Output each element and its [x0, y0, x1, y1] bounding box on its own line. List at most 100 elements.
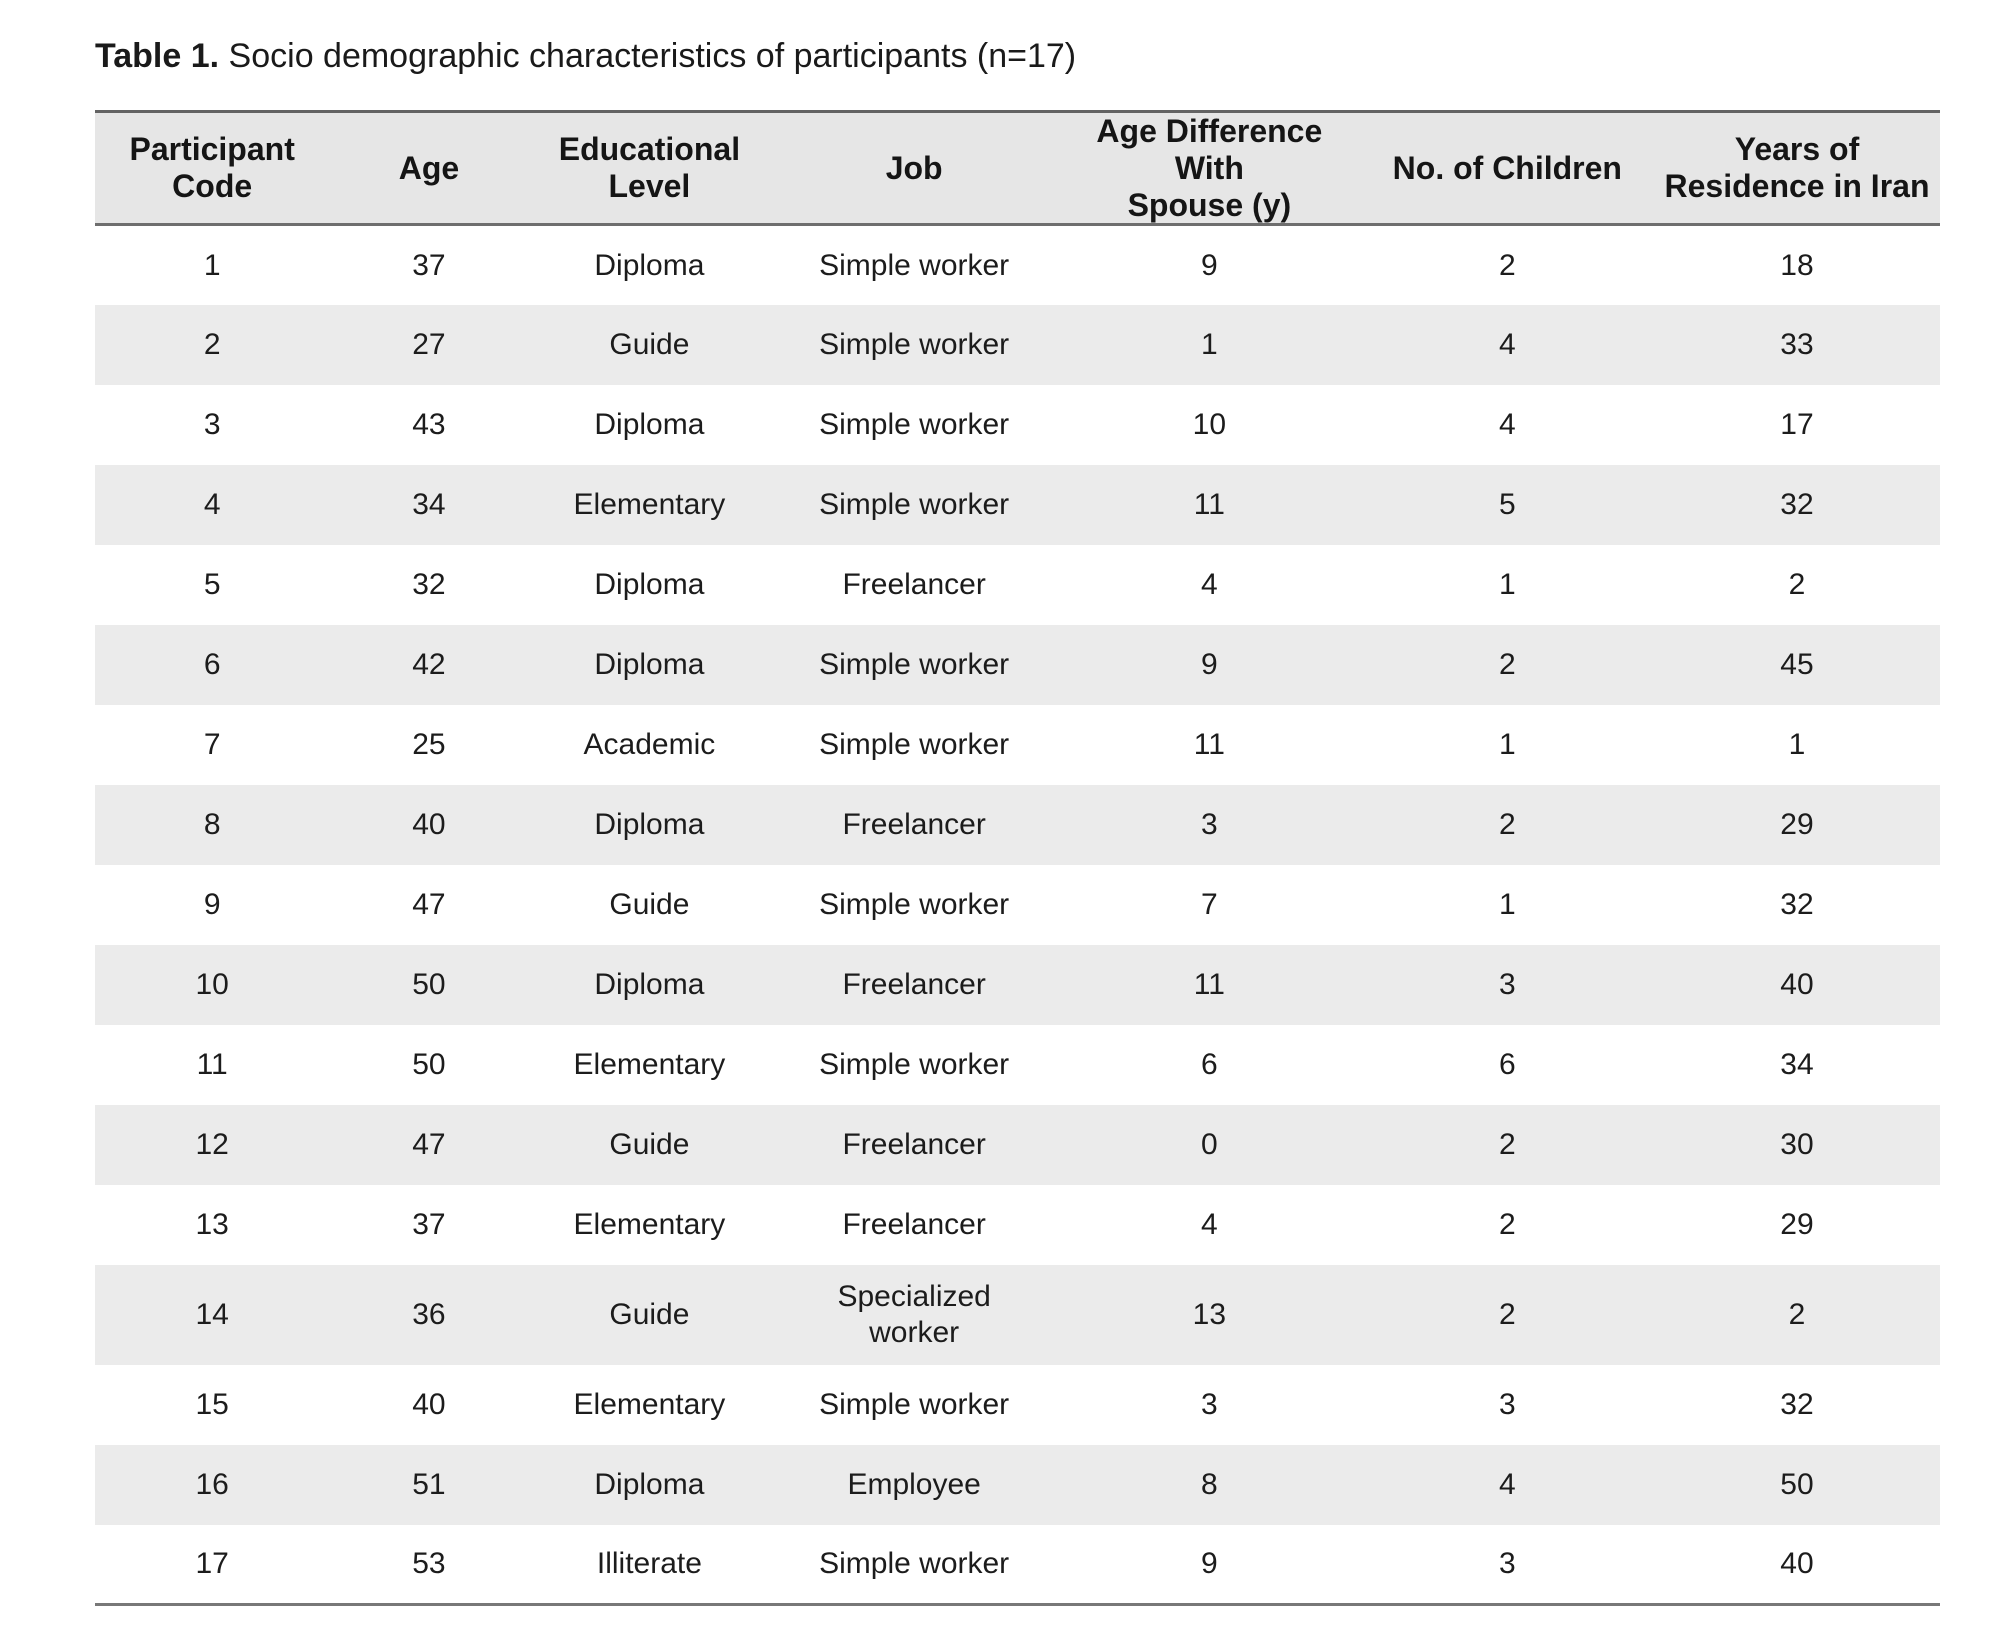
cell-educational-level: Guide: [609, 1297, 690, 1331]
table-row: 16 51 Diploma Employee 8 4 50: [95, 1444, 1940, 1525]
table-row: 5 32 Diploma Freelancer 4 1 2: [95, 544, 1940, 625]
cell-no-of-children: 2: [1498, 807, 1516, 841]
cell-job: Specialized worker: [837, 1279, 991, 1349]
cell-years-residence: 32: [1780, 487, 1814, 521]
table-row: 3 43 Diploma Simple worker 10 4 17: [95, 384, 1940, 465]
cell-years-residence: 1: [1788, 727, 1806, 761]
cell-years-residence: 29: [1780, 807, 1814, 841]
table-row: 6 42 Diploma Simple worker 9 2 45: [95, 624, 1940, 705]
cell-no-of-children: 6: [1498, 1047, 1516, 1081]
cell-educational-level: Diploma: [594, 807, 705, 841]
cell-age: 43: [412, 407, 446, 441]
cell-age-difference: 10: [1192, 407, 1227, 441]
cell-age: 25: [412, 727, 446, 761]
cell-age: 50: [412, 967, 446, 1001]
cell-educational-level: Diploma: [594, 967, 705, 1001]
table-row: 11 50 Elementary Simple worker 6 6 34: [95, 1024, 1940, 1105]
cell-no-of-children: 2: [1498, 1207, 1516, 1241]
table-row: 14 36 Guide Specialized worker 13 2 2: [95, 1264, 1940, 1365]
cell-job: Freelancer: [842, 967, 986, 1001]
cell-no-of-children: 2: [1498, 647, 1516, 681]
cell-age-difference: 3: [1201, 807, 1218, 841]
cell-educational-level: Guide: [609, 1127, 690, 1161]
cell-age: 37: [412, 248, 446, 282]
column-header-age-difference: Age Difference With Spouse (y): [1058, 111, 1361, 227]
cell-participant-code: 5: [203, 567, 221, 601]
cell-educational-level: Diploma: [594, 248, 705, 282]
table-row: 7 25 Academic Simple worker 11 1 1: [95, 704, 1940, 785]
cell-age-difference: 7: [1201, 887, 1218, 921]
cell-participant-code: 7: [203, 727, 221, 761]
cell-age: 27: [412, 327, 446, 361]
cell-age: 34: [412, 487, 446, 521]
cell-participant-code: 9: [203, 887, 221, 921]
cell-job: Freelancer: [842, 567, 986, 601]
cell-participant-code: 6: [203, 647, 221, 681]
cell-educational-level: Academic: [583, 727, 716, 761]
column-header-participant-code: Participant Code: [95, 111, 330, 227]
cell-years-residence: 33: [1780, 327, 1814, 361]
cell-educational-level: Diploma: [594, 1467, 705, 1501]
cell-job: Simple worker: [819, 487, 1010, 521]
cell-no-of-children: 3: [1498, 967, 1516, 1001]
table-row: 17 53 Illiterate Simple worker 9 3 40: [95, 1524, 1940, 1605]
cell-years-residence: 40: [1780, 1547, 1814, 1581]
cell-job: Simple worker: [819, 647, 1010, 681]
cell-age: 40: [412, 1387, 446, 1421]
cell-participant-code: 1: [203, 248, 221, 282]
participants-table: Participant Code Age Educational Level Job A…: [95, 110, 1940, 1607]
cell-age-difference: 1: [1201, 327, 1218, 361]
cell-job: Simple worker: [819, 1047, 1010, 1081]
cell-age-difference: 11: [1193, 487, 1225, 521]
cell-years-residence: 17: [1780, 407, 1814, 441]
table-row: 13 37 Elementary Freelancer 4 2 29: [95, 1184, 1940, 1265]
cell-no-of-children: 1: [1498, 727, 1516, 761]
cell-educational-level: Illiterate: [596, 1547, 702, 1581]
cell-job: Freelancer: [842, 1127, 986, 1161]
table-row: 8 40 Diploma Freelancer 3 2 29: [95, 784, 1940, 865]
table-body: 1 37 Diploma Simple worker 9 2 18 2 27 Guide Simpl…: [95, 224, 1940, 1605]
table-row: 2 27 Guide Simple worker 1 4 33: [95, 304, 1940, 385]
cell-age: 53: [412, 1547, 446, 1581]
cell-educational-level: Diploma: [594, 567, 705, 601]
cell-participant-code: 3: [203, 407, 221, 441]
cell-no-of-children: 3: [1498, 1387, 1516, 1421]
cell-job: Simple worker: [819, 887, 1010, 921]
cell-educational-level: Guide: [609, 887, 690, 921]
cell-participant-code: 4: [203, 487, 221, 521]
cell-job: Freelancer: [842, 1207, 986, 1241]
cell-years-residence: 32: [1780, 887, 1814, 921]
cell-years-residence: 18: [1780, 248, 1814, 282]
cell-participant-code: 2: [203, 327, 221, 361]
table-row: 15 40 Elementary Simple worker 3 3 32: [95, 1364, 1940, 1445]
table-row: 1 37 Diploma Simple worker 9 2 18: [95, 224, 1940, 305]
cell-age: 40: [412, 807, 446, 841]
cell-participant-code: 15: [195, 1387, 229, 1421]
cell-participant-code: 8: [203, 807, 221, 841]
cell-educational-level: Diploma: [594, 647, 705, 681]
column-header-age: Age: [329, 111, 529, 227]
cell-no-of-children: 5: [1498, 487, 1516, 521]
cell-age: 36: [412, 1297, 446, 1331]
cell-years-residence: 40: [1780, 967, 1814, 1001]
cell-participant-code: 16: [195, 1467, 229, 1501]
cell-job: Employee: [847, 1467, 981, 1501]
cell-age-difference: 4: [1201, 567, 1218, 601]
cell-job: Simple worker: [819, 1547, 1010, 1581]
cell-no-of-children: 2: [1498, 248, 1516, 282]
cell-age: 51: [412, 1467, 446, 1501]
cell-educational-level: Diploma: [594, 407, 705, 441]
cell-years-residence: 2: [1788, 567, 1806, 601]
cell-age: 32: [412, 567, 446, 601]
cell-age-difference: 4: [1201, 1207, 1218, 1241]
cell-age-difference: 11: [1193, 727, 1225, 761]
cell-age: 37: [412, 1207, 446, 1241]
cell-job: Simple worker: [819, 1387, 1010, 1421]
cell-educational-level: Guide: [609, 327, 690, 361]
cell-age-difference: 9: [1201, 647, 1218, 681]
cell-participant-code: 12: [195, 1127, 229, 1161]
cell-participant-code: 14: [195, 1297, 229, 1331]
cell-participant-code: 13: [195, 1207, 229, 1241]
cell-age-difference: 9: [1201, 248, 1218, 282]
cell-participant-code: 10: [195, 967, 229, 1001]
